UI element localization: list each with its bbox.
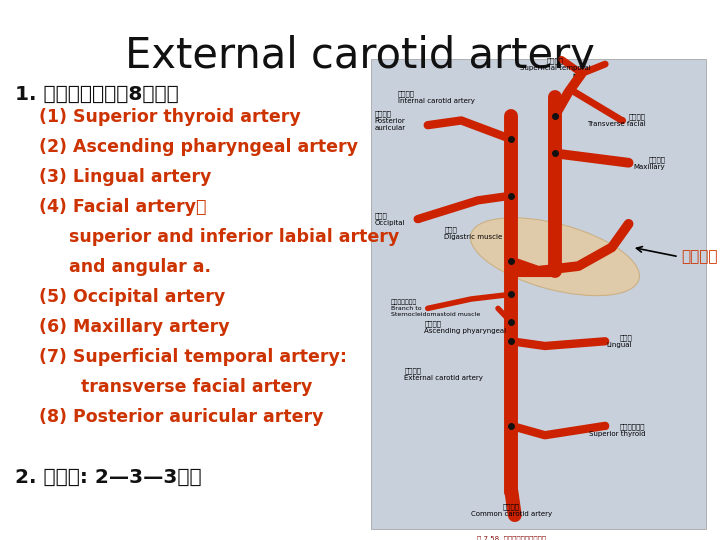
Text: External carotid artery: External carotid artery xyxy=(125,35,595,77)
Text: 咽升動脈
Ascending phyaryngeal: 咽升動脈 Ascending phyaryngeal xyxy=(424,320,506,334)
Text: (3) Lingual artery: (3) Lingual artery xyxy=(15,168,212,186)
Text: (1) Superior thyroid artery: (1) Superior thyroid artery xyxy=(15,108,301,126)
Text: (7) Superficial temporal artery:: (7) Superficial temporal artery: xyxy=(15,348,347,366)
Text: (8) Posterior auricular artery: (8) Posterior auricular artery xyxy=(15,408,323,426)
Text: 顏面動脈: 顏面動脈 xyxy=(681,249,717,264)
Text: 舌動脈
Lingual: 舌動脈 Lingual xyxy=(606,334,632,348)
Text: 頸外動脈
External carotid artery: 頸外動脈 External carotid artery xyxy=(405,367,483,381)
Text: 頸內動脈
Internal carotid artery: 頸內動脈 Internal carotid artery xyxy=(397,90,474,104)
Text: 二腹肌
Digastric muscle: 二腹肌 Digastric muscle xyxy=(444,226,503,240)
Ellipse shape xyxy=(470,218,639,296)
Text: (5) Occipital artery: (5) Occipital artery xyxy=(15,288,225,306)
Text: 圖 7.58  頸動脈三角內的動脈。: 圖 7.58 頸動脈三角內的動脈。 xyxy=(477,535,546,540)
Text: (2) Ascending pharyngeal artery: (2) Ascending pharyngeal artery xyxy=(15,138,358,156)
Text: 1. 頸外動脈可分為8大分支: 1. 頸外動脈可分為8大分支 xyxy=(15,85,179,104)
Text: and angular a.: and angular a. xyxy=(15,258,211,276)
Text: 頸總動脈
Common carotid artery: 頸總動脈 Common carotid artery xyxy=(471,504,552,517)
Text: (4) Facial artery：: (4) Facial artery： xyxy=(15,198,207,216)
Text: (6) Maxillary artery: (6) Maxillary artery xyxy=(15,318,230,336)
Text: 甲狀腺上動脈
Superior thyroid: 甲狀腺上動脈 Superior thyroid xyxy=(589,424,645,437)
Text: 枕動脈
Occipital: 枕動脈 Occipital xyxy=(374,212,405,226)
Text: transverse facial artery: transverse facial artery xyxy=(15,378,312,396)
Text: 顳淺動脈
Superficial temporal: 顳淺動脈 Superficial temporal xyxy=(520,57,590,71)
Text: 胸鎖乳突肌肌支
Branch to
Sternocleidomastoid muscle: 胸鎖乳突肌肌支 Branch to Sternocleidomastoid mu… xyxy=(391,300,480,317)
Text: superior and inferior labial artery: superior and inferior labial artery xyxy=(15,228,400,246)
Text: 耳後動脈
Posterior
auricular: 耳後動脈 Posterior auricular xyxy=(374,110,405,131)
Text: 上頜動脈
Maxillary: 上頜動脈 Maxillary xyxy=(634,156,665,170)
Text: 面橫動脈
Transverse facial: 面橫動脈 Transverse facial xyxy=(587,113,645,127)
Bar xyxy=(371,59,706,529)
Text: 2. 記憶法: 2—3—3法則: 2. 記憶法: 2—3—3法則 xyxy=(15,468,202,487)
